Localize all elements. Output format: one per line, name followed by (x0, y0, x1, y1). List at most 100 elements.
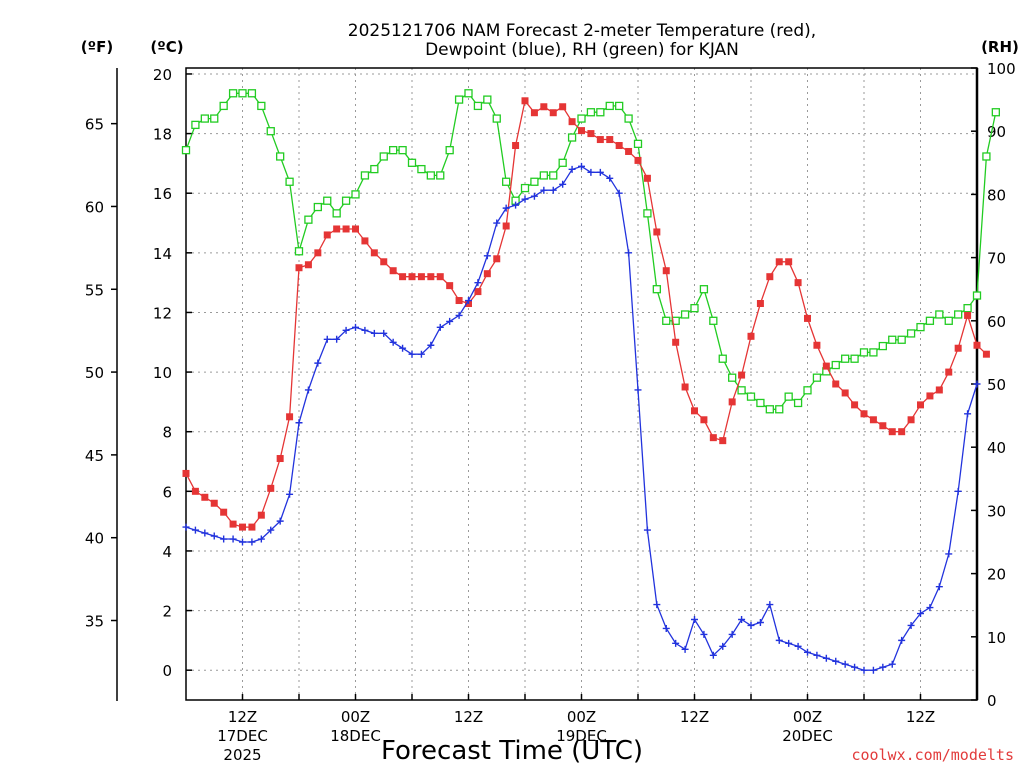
temperature-point (276, 455, 284, 463)
rh-point (831, 360, 840, 370)
rh-tick-label: 30 (987, 502, 1006, 520)
rh-point (615, 101, 624, 111)
rh-point (257, 101, 266, 111)
dewpoint-point (813, 651, 821, 659)
rh-point (671, 316, 680, 325)
temperature-point (436, 273, 444, 281)
temperature-point (785, 258, 793, 266)
dewpoint-point (728, 630, 736, 638)
rh-point (596, 108, 605, 117)
rh-point (313, 202, 322, 212)
dewpoint-point (229, 535, 237, 543)
rh-point (351, 190, 360, 199)
temperature-point (917, 401, 924, 409)
rh-point (944, 316, 953, 325)
fahrenheit-tick-label: 40 (85, 530, 104, 548)
temperature-point (879, 422, 887, 430)
temperature-point (907, 416, 915, 424)
temperature-point (973, 341, 981, 349)
temperature-point (399, 273, 407, 281)
temperature-point (521, 97, 529, 105)
dewpoint-point (709, 651, 717, 659)
temperature-point (615, 142, 623, 150)
rh-point (473, 101, 483, 111)
dewpoint-point (191, 526, 199, 534)
temperature-point (935, 386, 943, 394)
temperature-point (869, 416, 877, 424)
rh-point (558, 158, 567, 167)
temperature-point (446, 282, 454, 290)
rh-point (925, 316, 935, 325)
rh-point (181, 146, 191, 155)
temperature-point (766, 273, 774, 281)
time-tick-date: 18DEC (330, 727, 381, 745)
temperature-point (549, 109, 557, 117)
rh-tick-label: 100 (987, 60, 1016, 78)
dewpoint-point (512, 201, 520, 209)
rh-point (520, 183, 530, 193)
temperature-series (182, 97, 990, 531)
rh-point (360, 171, 370, 180)
temperature-point (804, 314, 811, 322)
temperature-point (945, 368, 953, 376)
dewpoint-point (333, 335, 341, 343)
rh-point (436, 171, 445, 180)
fahrenheit-tick-label: 45 (85, 447, 104, 465)
rh-point (426, 171, 435, 180)
dewpoint-point (625, 249, 633, 257)
temperature-point (427, 273, 435, 281)
time-tick-label: 12Z (680, 708, 709, 726)
temperature-point (672, 338, 680, 346)
dewpoint-point (474, 279, 482, 287)
dewpoint-point (370, 329, 378, 337)
rh-point (200, 114, 209, 123)
temperature-point (483, 270, 491, 278)
rh-point (332, 209, 341, 218)
plot-frame (185, 67, 978, 701)
temperature-point (700, 416, 708, 424)
dewpoint-point (578, 162, 585, 170)
dewpoint-point (841, 660, 849, 668)
temperature-point (304, 261, 312, 269)
dewpoint-point (964, 410, 972, 418)
temperature-point (314, 249, 322, 257)
temperature-point (361, 237, 369, 245)
dewpoint-point (681, 645, 689, 653)
dewpoint-point (323, 335, 331, 343)
time-tick-label: 00Z (793, 708, 822, 726)
temperature-point (643, 174, 651, 182)
rh-point (191, 120, 200, 130)
celsius-tick-label: 12 (153, 304, 172, 322)
time-tick-date: 20DEC (782, 727, 833, 745)
rh-point (643, 209, 652, 218)
rh-point (793, 398, 803, 408)
dewpoint-point (785, 639, 793, 647)
rh-point (454, 95, 464, 104)
dewpoint-point (342, 326, 350, 334)
dewpoint-point (399, 344, 407, 352)
rh-point (737, 386, 746, 395)
rh-point (850, 354, 859, 363)
dewpoint-point (672, 639, 680, 647)
dewpoint-point (869, 666, 877, 674)
dewpoint-point (267, 526, 275, 534)
rh-point (445, 146, 454, 155)
dewpoint-point (361, 326, 369, 334)
time-tick-label: 12Z (454, 708, 483, 726)
dewpoint-point (210, 532, 218, 540)
rh-point (878, 341, 887, 351)
x-axis-label: Forecast Time (UTC) (381, 736, 643, 766)
temperature-point (578, 127, 585, 135)
dewpoint-point (446, 317, 454, 325)
celsius-ticks: 0 2 4 6 8 10 12 14 16 18 20 (153, 66, 192, 680)
gridlines (186, 68, 977, 700)
rh-tick-label: 80 (987, 186, 1006, 204)
rh-point (341, 196, 351, 205)
temperature-point (333, 225, 341, 233)
rh-tick-label: 70 (987, 250, 1006, 268)
rh-point (954, 310, 963, 319)
dewpoint-point (559, 180, 567, 188)
temperature-point (370, 249, 378, 257)
temperature-point (455, 297, 463, 305)
fahrenheit-tick-label: 65 (85, 116, 104, 134)
